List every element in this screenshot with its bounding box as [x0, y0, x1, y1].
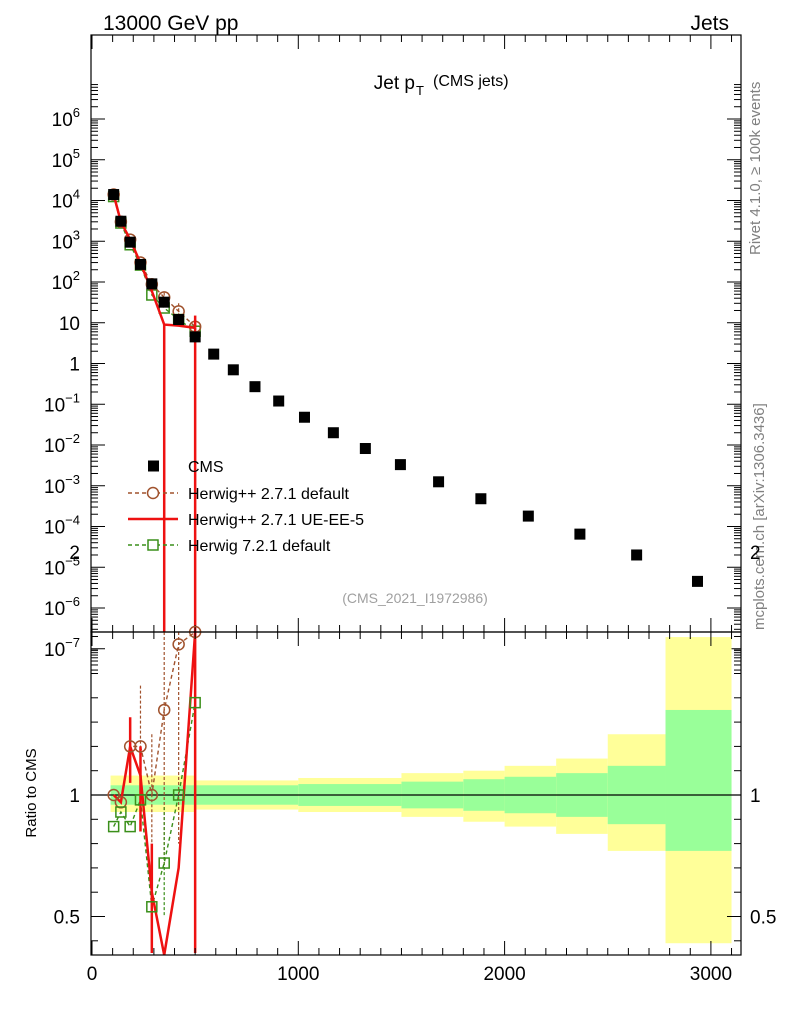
- ratio-herwigpp-default-point: [145, 788, 159, 802]
- cms-data-point: [475, 493, 487, 505]
- cms-data-point: [158, 296, 170, 308]
- y-tick-label: 10−5: [44, 553, 80, 579]
- y-tick-label: 10: [59, 314, 80, 335]
- cms-data-point: [433, 476, 445, 488]
- cms-data-point: [115, 215, 127, 227]
- header-right: Jets: [690, 12, 729, 35]
- ratio-herwigpp-default-point: [157, 703, 171, 717]
- cms-data-point: [146, 278, 158, 290]
- legend-label: Herwig++ 2.7.1 UE-EE-5: [188, 512, 364, 529]
- legend-entry: CMS: [148, 459, 224, 476]
- y-tick-label: 1: [69, 355, 80, 376]
- x-tick-label: 2000: [483, 964, 525, 985]
- y-tick-label: 106: [52, 105, 80, 131]
- ratio-herwig72-point: [107, 820, 120, 833]
- x-tick-label: 0: [87, 964, 98, 985]
- y-tick-label: 103: [52, 227, 80, 253]
- cms-data-point: [108, 189, 120, 201]
- header-left: 13000 GeV pp: [103, 12, 238, 35]
- legend-label: Herwig 7.2.1 default: [188, 538, 331, 555]
- ratio-herwigpp-ueee5-line: [112, 631, 197, 956]
- chart-title-subscript: T: [416, 83, 424, 98]
- cms-data-point: [208, 348, 220, 360]
- y-tick-label: 10−2: [44, 431, 80, 457]
- chart-title-suffix: (CMS jets): [433, 73, 509, 90]
- cms-data-point: [273, 395, 285, 407]
- legend-entry: Herwig++ 2.7.1 default: [128, 486, 350, 503]
- cms-data-point: [522, 510, 534, 522]
- cms-data-point: [691, 575, 703, 587]
- y-tick-label: 104: [52, 187, 80, 213]
- chart-title: Jet p: [374, 73, 415, 94]
- ratio-herwig72-point: [134, 794, 147, 806]
- legend-label: CMS: [188, 459, 224, 476]
- ratio-herwig72-point: [146, 901, 158, 913]
- cms-data-point: [327, 427, 339, 439]
- cms-data-point: [394, 459, 406, 471]
- cms-data-point: [189, 331, 201, 343]
- legend-marker-herwig72: [147, 539, 159, 551]
- legend-label: Herwig++ 2.7.1 default: [188, 486, 350, 503]
- cms-data-point: [298, 411, 310, 423]
- y-tick-label: 10−7: [44, 635, 80, 661]
- y-tick-label: 105: [52, 146, 80, 172]
- analysis-watermark: (CMS_2021_I1972986): [342, 590, 488, 606]
- legend-entry: Herwig 7.2.1 default: [128, 538, 331, 555]
- side-source-text: mcplots.cern.ch [arXiv:1306.3436]: [751, 403, 768, 630]
- ratio-herwig72-point: [124, 820, 136, 833]
- legend-entry: Herwig++ 2.7.1 UE-EE-5: [128, 512, 364, 529]
- cms-data-point: [227, 364, 239, 376]
- ratio-y-tick-label: 2: [69, 543, 80, 564]
- ratio-y-tick-label: 1: [69, 786, 80, 807]
- side-version-text: Rivet 4.1.0, ≥ 100k events: [747, 82, 764, 255]
- uncertainty-band-inner: [665, 709, 732, 851]
- y-tick-label: 10−4: [44, 513, 80, 539]
- cms-data-point: [249, 381, 261, 393]
- y-tick-label: 102: [52, 268, 80, 294]
- x-tick-label: 1000: [277, 964, 319, 985]
- cms-data-point: [134, 258, 146, 270]
- ratio-herwig72-point: [115, 806, 127, 818]
- ratio-y-axis-label: Ratio to CMS: [23, 748, 40, 837]
- ratio-y-tick-label: 0.5: [54, 908, 80, 929]
- ratio-herwig72-point: [189, 696, 201, 709]
- legend-marker-herwigpp-default: [146, 486, 160, 500]
- ratio-y-tick-label-right: 2: [750, 543, 761, 564]
- ratio-herwigpp-default-point: [107, 788, 120, 802]
- y-tick-label: 10−1: [44, 390, 80, 416]
- legend-marker-cms: [148, 460, 159, 472]
- ratio-herwig72-point: [158, 857, 170, 869]
- ratio-herwigpp-default-point: [134, 740, 147, 753]
- ratio-y-tick-label-right: 0.5: [750, 908, 776, 929]
- ratio-herwigpp-default-line: [113, 631, 196, 804]
- ratio-frame: [90, 631, 742, 956]
- cms-data-point: [124, 236, 136, 248]
- cms-data-point: [359, 443, 371, 455]
- ratio-panel: 0 1000 2000 3000 0.5 0.5 1 1 2 2 Ratio to CMS: [23, 543, 776, 985]
- x-tick-label: 3000: [690, 964, 732, 985]
- ratio-herwig72-line: [113, 702, 196, 907]
- ratio-herwig72-point: [172, 789, 185, 801]
- y-tick-label: 10−3: [44, 472, 80, 498]
- cms-data-point: [631, 549, 643, 561]
- ratio-herwigpp-default-point: [114, 796, 128, 809]
- cms-data-point: [173, 314, 185, 326]
- ratio-y-tick-label-right: 1: [750, 786, 761, 807]
- legend: CMS Herwig++ 2.7.1 default Herwig++ 2.7.1 …: [128, 459, 364, 555]
- main-panel: 10610510410310210110−110−210−310−410−510…: [44, 34, 742, 671]
- y-tick-label: 10−6: [44, 594, 80, 620]
- cms-data-point: [574, 528, 586, 540]
- ratio-herwigpp-default-point: [172, 638, 185, 651]
